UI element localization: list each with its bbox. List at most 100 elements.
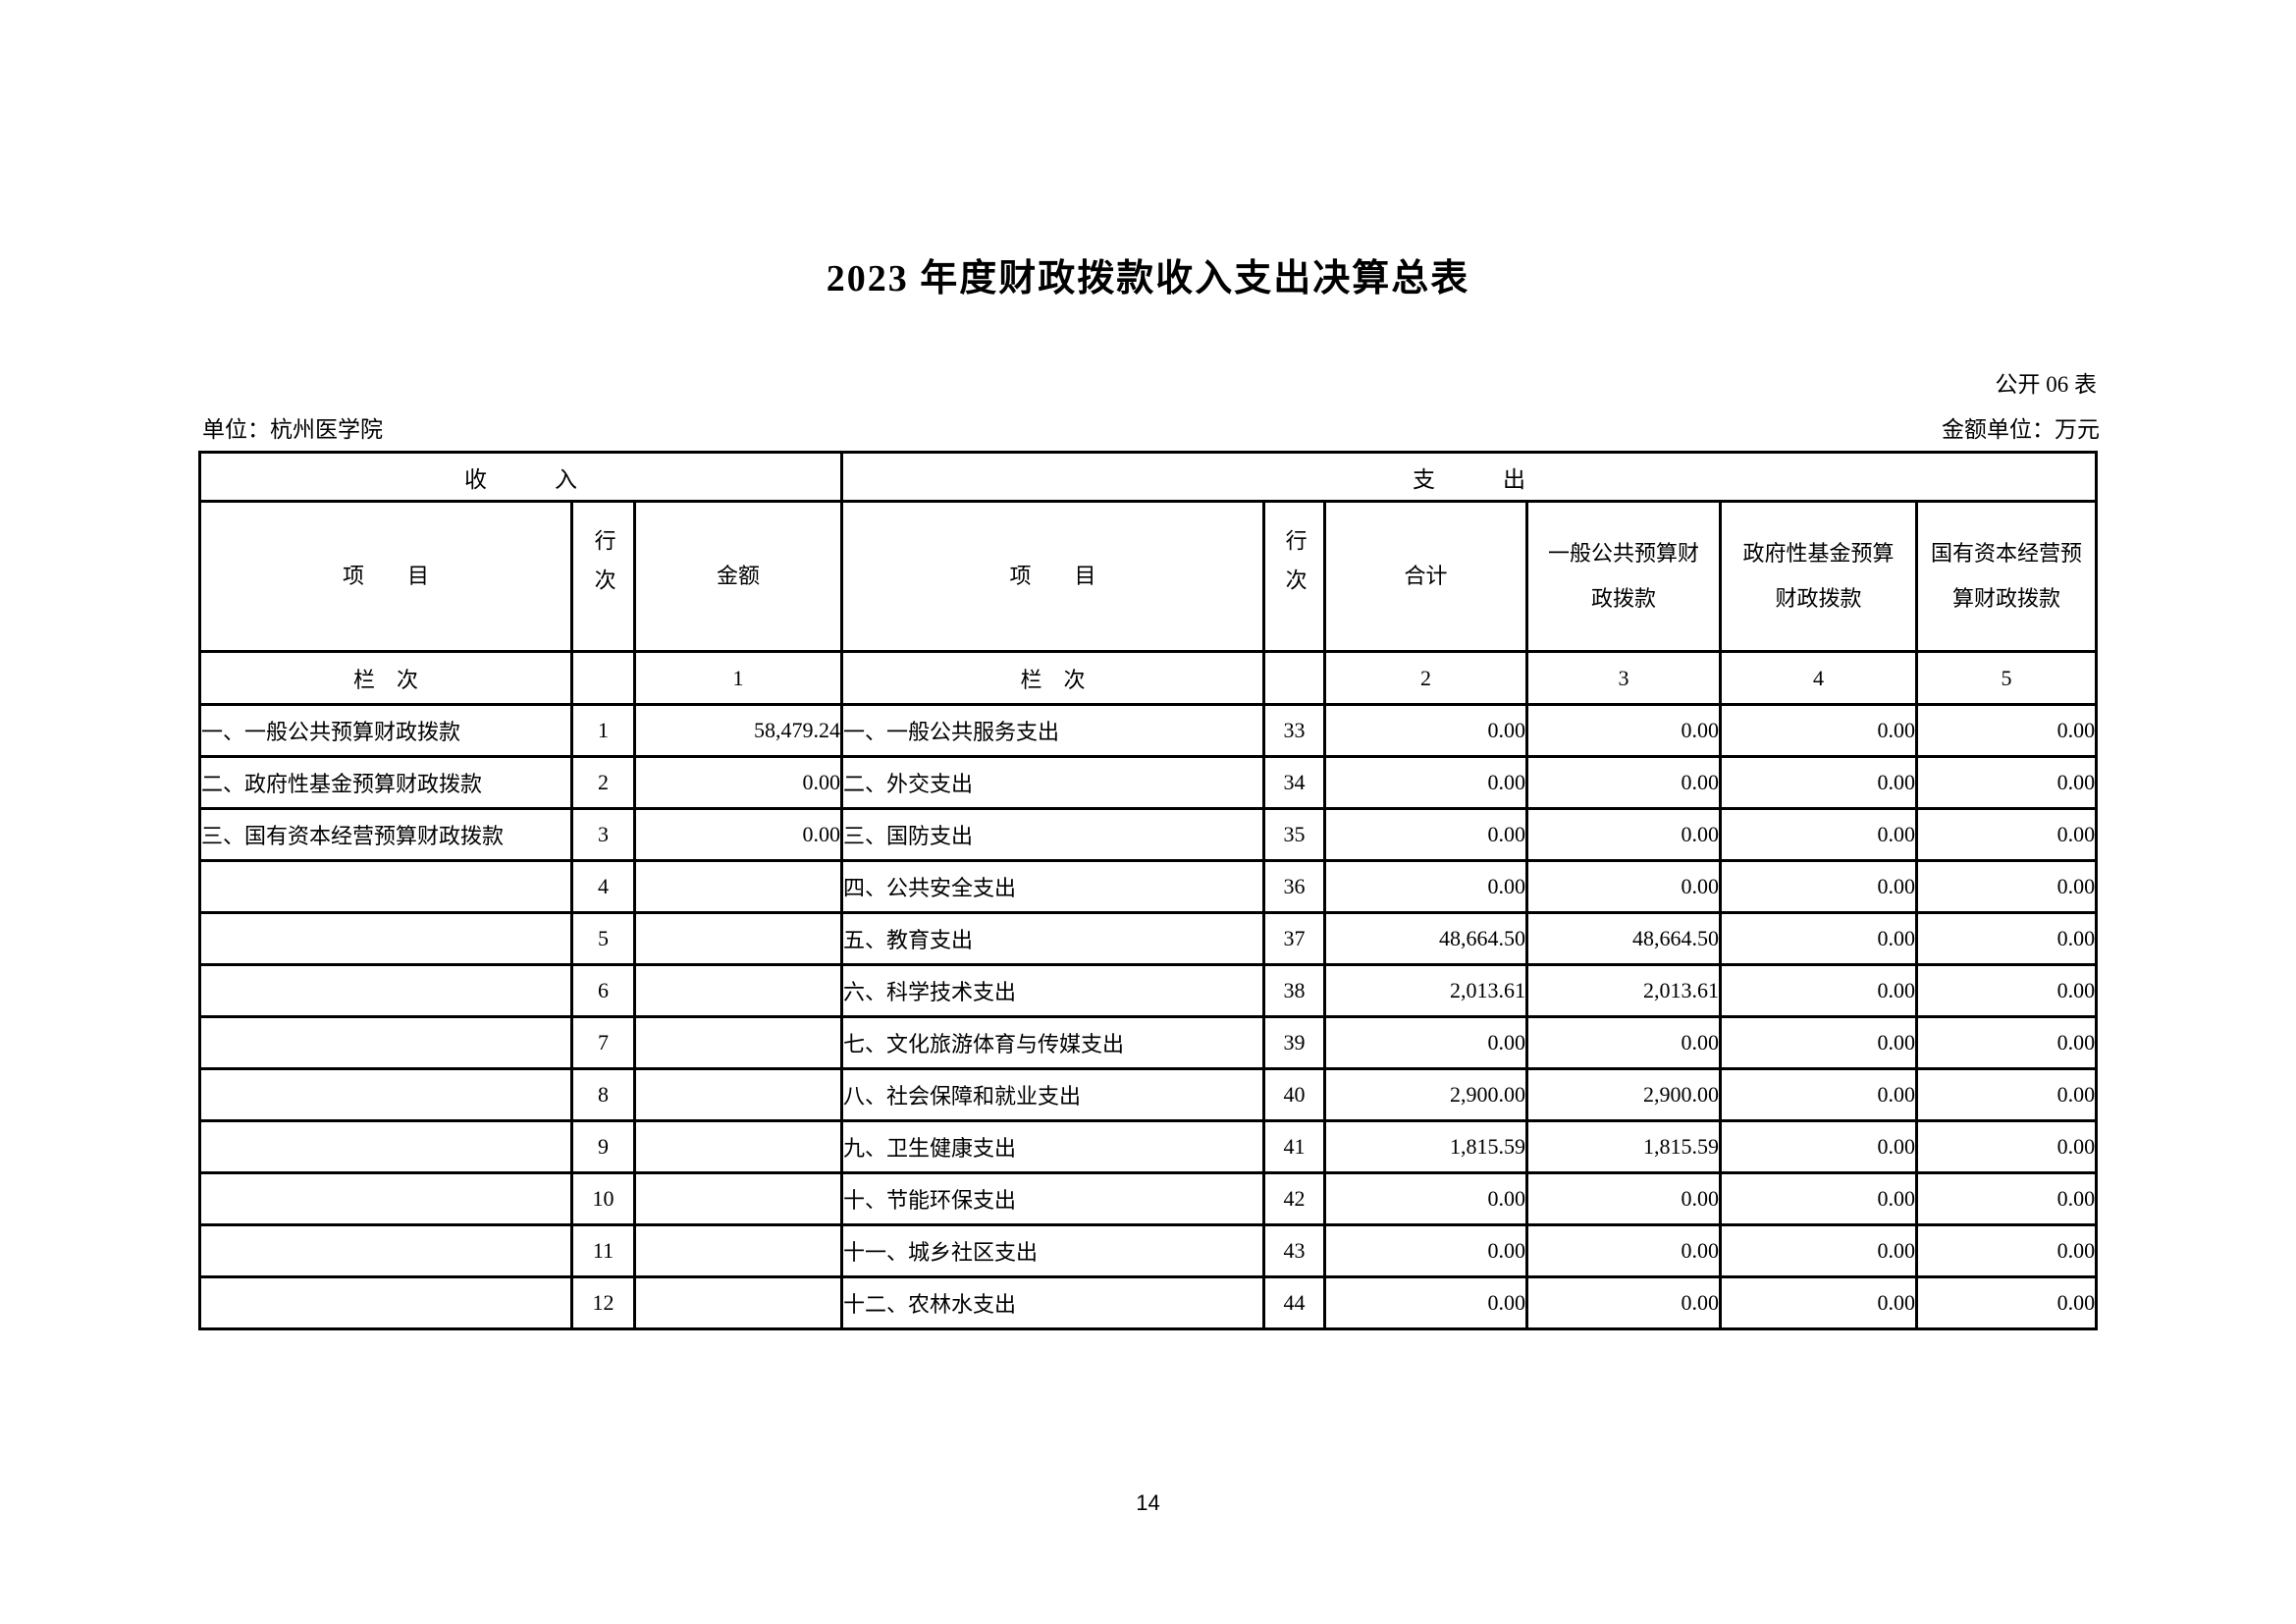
income-amount-cell [632, 963, 844, 1018]
expenditure-line-cell: 42 [1262, 1171, 1327, 1226]
total-cell: 0.00 [1323, 1171, 1529, 1226]
expenditure-line-cell: 37 [1262, 911, 1327, 966]
general-budget-cell: 1,815.59 [1525, 1119, 1723, 1174]
state-capital-cell: 0.00 [1915, 1119, 2099, 1174]
total-cell: 0.00 [1323, 807, 1529, 862]
income-amount-cell [632, 1223, 844, 1278]
gov-fund-cell: 0.00 [1719, 1275, 1919, 1330]
gov-fund-cell: 0.00 [1719, 1067, 1919, 1122]
state-capital-cell: 0.00 [1915, 703, 2099, 758]
expenditure-line-cell: 39 [1262, 1015, 1327, 1070]
general-budget-cell: 0.00 [1525, 1223, 1723, 1278]
general-budget-cell: 0.00 [1525, 859, 1723, 914]
income-line-header: 行次 [570, 500, 636, 653]
amount-unit: 金额单位：万元 [1942, 417, 2100, 442]
income-item-cell [198, 1171, 573, 1226]
income-line-cell: 11 [570, 1223, 636, 1278]
state-capital-cell: 0.00 [1915, 755, 2099, 810]
column-index-blank-income [570, 650, 636, 706]
expenditure-section-header: 支 出 [840, 451, 2099, 503]
gov-fund-cell: 0.00 [1719, 1015, 1919, 1070]
gov-fund-cell: 0.00 [1719, 1119, 1919, 1174]
table-row: 一、一般公共预算财政拨款 1 58,479.24 一、一般公共服务支出 33 0… [198, 703, 2099, 758]
income-line-cell: 5 [570, 911, 636, 966]
total-cell: 2,900.00 [1323, 1067, 1529, 1122]
table-row: 8 八、社会保障和就业支出 40 2,900.00 2,900.00 0.00 … [198, 1067, 2099, 1122]
income-line-cell: 6 [570, 963, 636, 1018]
gov-fund-cell: 0.00 [1719, 1171, 1919, 1226]
general-budget-cell: 0.00 [1525, 1171, 1723, 1226]
expenditure-line-cell: 35 [1262, 807, 1327, 862]
column-index-row: 栏 次 1 栏 次 2 3 4 5 [198, 650, 2099, 706]
income-line-cell: 4 [570, 859, 636, 914]
document-title: 2023 年度财政拨款收入支出决算总表 [826, 258, 1470, 299]
table-row: 二、政府性基金预算财政拨款 2 0.00 二、外交支出 34 0.00 0.00… [198, 755, 2099, 810]
column-index-label-expenditure: 栏 次 [840, 650, 1266, 706]
total-cell: 48,664.50 [1323, 911, 1529, 966]
state-capital-cell: 0.00 [1915, 1015, 2099, 1070]
state-capital-cell: 0.00 [1915, 1223, 2099, 1278]
meta-row: 单位：杭州医学院 金额单位：万元 [202, 410, 2100, 444]
income-amount-cell [632, 1015, 844, 1070]
income-amount-cell: 58,479.24 [632, 703, 844, 758]
income-line-cell: 9 [570, 1119, 636, 1174]
general-budget-cell: 0.00 [1525, 755, 1723, 810]
general-budget-cell: 0.00 [1525, 1275, 1723, 1330]
income-amount-cell [632, 1275, 844, 1330]
column-index-5: 5 [1915, 650, 2099, 706]
income-item-cell [198, 963, 573, 1018]
general-budget-cell: 2,900.00 [1525, 1067, 1723, 1122]
income-line-cell: 7 [570, 1015, 636, 1070]
general-budget-cell: 0.00 [1525, 703, 1723, 758]
general-budget-cell: 48,664.50 [1525, 911, 1723, 966]
total-cell: 2,013.61 [1323, 963, 1529, 1018]
expenditure-line-cell: 43 [1262, 1223, 1327, 1278]
table-row: 10 十、节能环保支出 42 0.00 0.00 0.00 0.00 [198, 1171, 2099, 1226]
expenditure-item-cell: 三、国防支出 [840, 807, 1266, 862]
table-row: 5 五、教育支出 37 48,664.50 48,664.50 0.00 0.0… [198, 911, 2099, 966]
section-header-row: 收 入 支 出 [197, 451, 2099, 503]
income-item-header: 项 目 [198, 500, 573, 653]
gov-fund-cell: 0.00 [1719, 755, 1919, 810]
general-budget-header: 一般公共预算财 政拨款 [1525, 500, 1723, 653]
fiscal-appropriation-table: 收 入 支 出 项 目 行次 金额 项 目 行次 合计 一般公共预算财 政拨款 … [197, 451, 2099, 1330]
income-item-cell [198, 1275, 573, 1330]
state-capital-header: 国有资本经营预 算财政拨款 [1915, 500, 2099, 653]
income-section-header: 收 入 [197, 451, 844, 503]
expenditure-item-cell: 十一、城乡社区支出 [840, 1223, 1266, 1278]
state-capital-cell: 0.00 [1915, 859, 2099, 914]
gov-fund-cell: 0.00 [1719, 1223, 1919, 1278]
expenditure-line-cell: 41 [1262, 1119, 1327, 1174]
state-capital-cell: 0.00 [1915, 911, 2099, 966]
income-item-cell: 一、一般公共预算财政拨款 [198, 703, 573, 758]
expenditure-item-cell: 十、节能环保支出 [840, 1171, 1266, 1226]
expenditure-item-cell: 八、社会保障和就业支出 [840, 1067, 1266, 1122]
income-item-cell [198, 1223, 573, 1278]
expenditure-line-header: 行次 [1262, 500, 1327, 653]
total-cell: 1,815.59 [1323, 1119, 1529, 1174]
income-item-cell [198, 911, 573, 966]
income-amount-header: 金额 [632, 500, 844, 653]
expenditure-item-cell: 四、公共安全支出 [840, 859, 1266, 914]
table-row: 4 四、公共安全支出 36 0.00 0.00 0.00 0.00 [198, 859, 2099, 914]
table-row: 6 六、科学技术支出 38 2,013.61 2,013.61 0.00 0.0… [198, 963, 2099, 1018]
expenditure-item-cell: 十二、农林水支出 [840, 1275, 1266, 1330]
state-capital-cell: 0.00 [1915, 807, 2099, 862]
expenditure-item-cell: 一、一般公共服务支出 [840, 703, 1266, 758]
expenditure-line-cell: 38 [1262, 963, 1327, 1018]
income-amount-cell [632, 1171, 844, 1226]
total-cell: 0.00 [1323, 1223, 1529, 1278]
state-capital-cell: 0.00 [1915, 1067, 2099, 1122]
expenditure-item-cell: 六、科学技术支出 [840, 963, 1266, 1018]
total-cell: 0.00 [1323, 755, 1529, 810]
gov-fund-cell: 0.00 [1719, 911, 1919, 966]
column-index-3: 3 [1525, 650, 1723, 706]
gov-fund-header: 政府性基金预算 财政拨款 [1719, 500, 1919, 653]
income-line-cell: 2 [570, 755, 636, 810]
income-item-cell [198, 1119, 573, 1174]
income-line-cell: 3 [570, 807, 636, 862]
column-index-label-income: 栏 次 [198, 650, 573, 706]
general-budget-cell: 0.00 [1525, 1015, 1723, 1070]
state-capital-cell: 0.00 [1915, 963, 2099, 1018]
column-header-row: 项 目 行次 金额 项 目 行次 合计 一般公共预算财 政拨款 政府性基金预算 … [198, 500, 2099, 653]
